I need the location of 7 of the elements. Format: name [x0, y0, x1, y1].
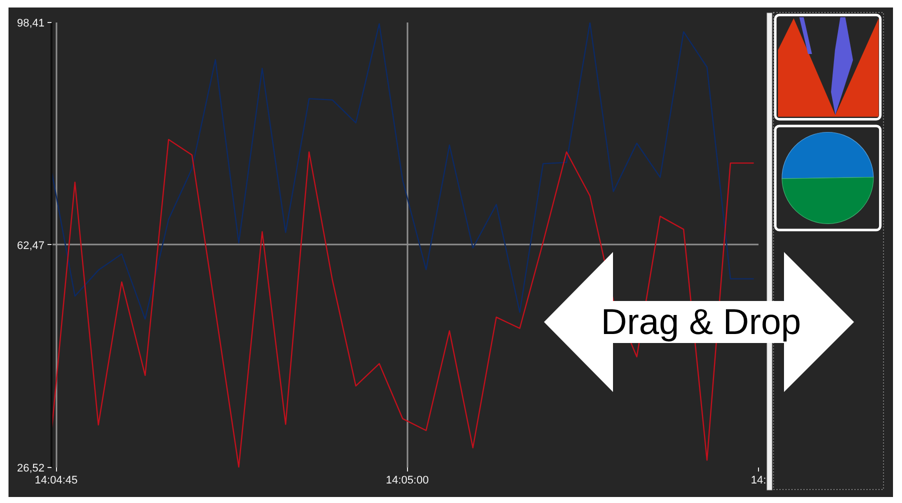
y-tick-label: 98,41	[16, 18, 45, 30]
x-tick-label: 14:05:00	[386, 474, 429, 486]
y-tick-label: 62,47	[16, 240, 45, 252]
annotation: Drag & Drop	[601, 301, 802, 342]
x-tick-label: 14:04:45	[34, 474, 78, 486]
y-tick-label: 26,52	[16, 462, 45, 474]
x-tick-label: 14:	[750, 474, 766, 486]
